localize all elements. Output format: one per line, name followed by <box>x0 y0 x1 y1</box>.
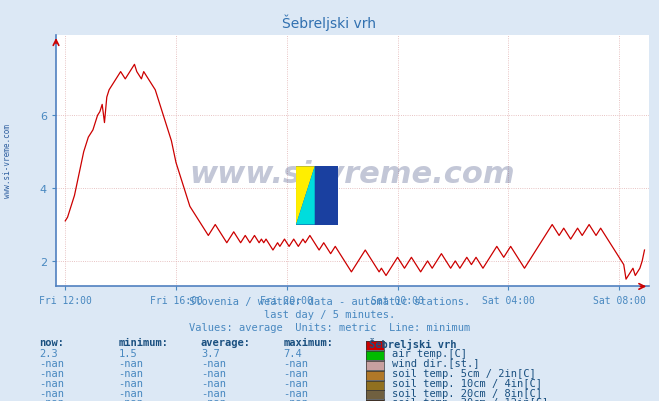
Text: 2.3: 2.3 <box>40 348 58 358</box>
Text: minimum:: minimum: <box>119 338 169 348</box>
Bar <box>296 167 337 225</box>
Text: Šebreljski vrh: Šebreljski vrh <box>369 338 457 350</box>
Text: 3.7: 3.7 <box>201 348 219 358</box>
Text: -nan: -nan <box>283 378 308 388</box>
Polygon shape <box>296 167 315 225</box>
Text: -nan: -nan <box>40 358 65 368</box>
Text: -nan: -nan <box>201 388 226 398</box>
Polygon shape <box>296 167 315 225</box>
Text: -nan: -nan <box>283 358 308 368</box>
Text: -nan: -nan <box>40 368 65 378</box>
Text: -nan: -nan <box>119 388 144 398</box>
Text: -nan: -nan <box>283 368 308 378</box>
Text: -nan: -nan <box>40 397 65 401</box>
Text: -nan: -nan <box>119 378 144 388</box>
Text: -nan: -nan <box>40 388 65 398</box>
Text: soil temp. 20cm / 8in[C]: soil temp. 20cm / 8in[C] <box>392 388 542 398</box>
Text: -nan: -nan <box>201 378 226 388</box>
Text: -nan: -nan <box>283 388 308 398</box>
Text: -nan: -nan <box>201 397 226 401</box>
Text: -nan: -nan <box>119 368 144 378</box>
Text: www.si-vreme.com: www.si-vreme.com <box>3 124 13 197</box>
Text: wind dir.[st.]: wind dir.[st.] <box>392 358 480 368</box>
Text: www.si-vreme.com: www.si-vreme.com <box>190 160 515 188</box>
Text: maximum:: maximum: <box>283 338 333 348</box>
Text: air temp.[C]: air temp.[C] <box>392 348 467 358</box>
Text: Šebreljski vrh: Šebreljski vrh <box>283 14 376 30</box>
Text: 1.5: 1.5 <box>119 348 137 358</box>
Text: -nan: -nan <box>283 397 308 401</box>
Text: -nan: -nan <box>201 358 226 368</box>
Text: 7.4: 7.4 <box>283 348 302 358</box>
Text: -nan: -nan <box>119 358 144 368</box>
Text: now:: now: <box>40 338 65 348</box>
Text: soil temp. 10cm / 4in[C]: soil temp. 10cm / 4in[C] <box>392 378 542 388</box>
Text: -nan: -nan <box>119 397 144 401</box>
Text: last day / 5 minutes.: last day / 5 minutes. <box>264 310 395 320</box>
Text: Values: average  Units: metric  Line: minimum: Values: average Units: metric Line: mini… <box>189 322 470 332</box>
Text: -nan: -nan <box>201 368 226 378</box>
Text: -nan: -nan <box>40 378 65 388</box>
Text: soil temp. 30cm / 12in[C]: soil temp. 30cm / 12in[C] <box>392 397 548 401</box>
Text: average:: average: <box>201 338 251 348</box>
Text: Slovenia / weather data - automatic stations.: Slovenia / weather data - automatic stat… <box>189 297 470 307</box>
Text: soil temp. 5cm / 2in[C]: soil temp. 5cm / 2in[C] <box>392 368 536 378</box>
